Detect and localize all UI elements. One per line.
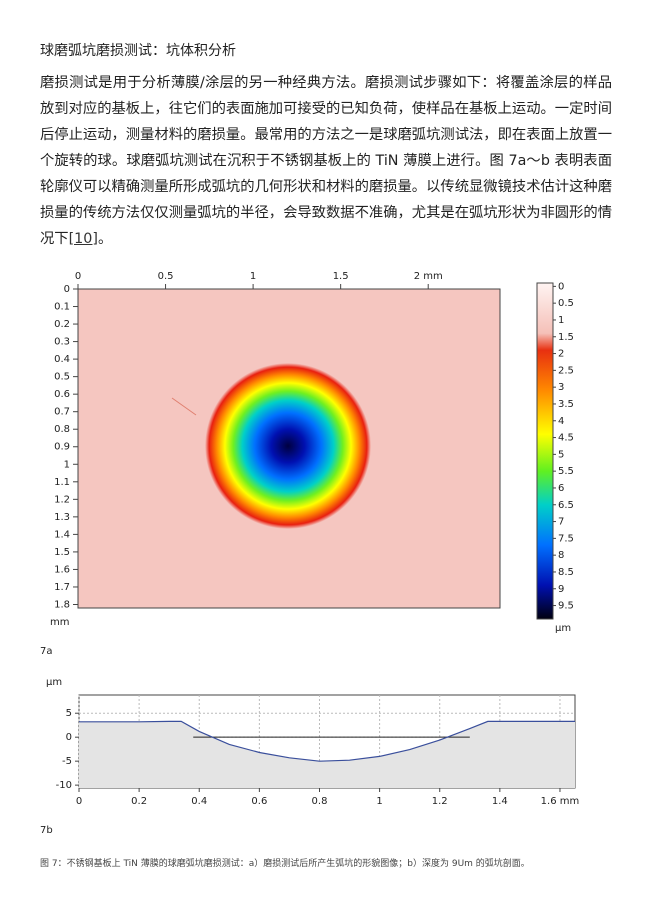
colorbar-tick-label: 7 bbox=[558, 517, 564, 528]
profile-area bbox=[79, 721, 575, 788]
x-tick-label: 1.6 mm bbox=[541, 796, 580, 807]
y-tick-label: -10 bbox=[56, 780, 72, 791]
x-tick-label: 0 bbox=[76, 796, 82, 807]
y-tick-label: 0.2 bbox=[54, 319, 70, 330]
colorbar-tick-label: 2 bbox=[558, 349, 564, 360]
colorbar-unit: µm bbox=[555, 623, 571, 634]
y-tick-label: 0.9 bbox=[54, 442, 70, 453]
x-tick-label: 1.2 bbox=[432, 796, 448, 807]
colorbar-tick-label: 7.5 bbox=[558, 533, 574, 544]
colorbar-tick-label: 9.5 bbox=[558, 601, 574, 612]
crater bbox=[205, 363, 371, 529]
x-tick-label: 0.2 bbox=[131, 796, 147, 807]
x-tick-label: 2 mm bbox=[414, 271, 443, 282]
y-tick-label: 0.1 bbox=[54, 302, 70, 313]
colorbar-tick-label: 4 bbox=[558, 416, 564, 427]
colorbar-tick-label: 5.5 bbox=[558, 466, 574, 477]
y-tick-label: 0 bbox=[64, 284, 70, 295]
y-tick-label: 1.6 bbox=[54, 564, 70, 575]
y-tick-label: 1.3 bbox=[54, 512, 70, 523]
colorbar-tick-label: 5 bbox=[558, 449, 564, 460]
x-tick-label: 0.4 bbox=[191, 796, 207, 807]
y-tick-label: -5 bbox=[62, 756, 72, 767]
y-tick-label: 1 bbox=[64, 459, 70, 470]
y-tick-label: 1.4 bbox=[54, 529, 70, 540]
colorbar-tick-label: 0.5 bbox=[558, 298, 574, 309]
colorbar-tick-label: 3.5 bbox=[558, 399, 574, 410]
x-tick-label: 0.5 bbox=[158, 271, 174, 282]
scratch bbox=[171, 397, 197, 416]
y-tick-label: 0.6 bbox=[54, 389, 70, 400]
colorbar-tick-label: 6.5 bbox=[558, 500, 574, 511]
x-tick-label: 1 bbox=[376, 796, 382, 807]
profile-line bbox=[79, 720, 575, 762]
colorbar bbox=[536, 282, 554, 620]
colorbar-tick-label: 1 bbox=[558, 315, 564, 326]
y-tick-label: 1.7 bbox=[54, 582, 70, 593]
colorbar-tick-label: 0 bbox=[558, 281, 564, 292]
colorbar-tick-label: 3 bbox=[558, 382, 564, 393]
figure-label: 7a bbox=[40, 646, 53, 657]
colorbar-tick-label: 9 bbox=[558, 584, 564, 595]
y-tick-label: 0.5 bbox=[54, 372, 70, 383]
y-tick-label: 0.3 bbox=[54, 337, 70, 348]
x-tick-label: 1.4 bbox=[492, 796, 508, 807]
x-tick-label: 1.5 bbox=[333, 271, 349, 282]
x-tick-label: 1 bbox=[250, 271, 256, 282]
y-unit: µm bbox=[46, 677, 62, 688]
y-tick-label: 1.2 bbox=[54, 494, 70, 505]
y-tick-label: 1.5 bbox=[54, 547, 70, 558]
colorbar-tick-label: 4.5 bbox=[558, 433, 574, 444]
reference-link[interactable]: [10] bbox=[68, 231, 98, 247]
title: 球磨弧坑磨损测试：坑体积分析 bbox=[40, 43, 236, 59]
y-tick-label: 0.8 bbox=[54, 424, 70, 435]
paragraph: 磨损测试是用于分析薄膜/涂层的另一种经典方法。磨损测试步骤如下：将覆盖涂层的样品… bbox=[40, 70, 612, 252]
x-tick-label: 0 bbox=[75, 271, 81, 282]
figure-label: 7b bbox=[40, 825, 53, 836]
colorbar-tick-label: 2.5 bbox=[558, 365, 574, 376]
y-tick-label: 1.8 bbox=[54, 599, 70, 610]
y-unit: mm bbox=[50, 617, 69, 628]
colorbar-tick-label: 8 bbox=[558, 550, 564, 561]
y-tick-label: 0.7 bbox=[54, 407, 70, 418]
y-tick-label: 5 bbox=[66, 708, 72, 719]
paragraph-text: 磨损测试是用于分析薄膜/涂层的另一种经典方法。磨损测试步骤如下：将覆盖涂层的样品… bbox=[40, 75, 612, 247]
caption: 图 7：不锈钢基板上 TiN 薄膜的球磨弧坑磨损测试：a）磨损测试后所产生弧坑的… bbox=[40, 859, 530, 869]
x-tick-label: 0.8 bbox=[312, 796, 328, 807]
colorbar-tick-label: 8.5 bbox=[558, 567, 574, 578]
x-tick-label: 0.6 bbox=[251, 796, 267, 807]
y-tick-label: 0 bbox=[66, 732, 72, 743]
colorbar-tick-label: 1.5 bbox=[558, 332, 574, 343]
colorbar-tick-label: 6 bbox=[558, 483, 564, 494]
paragraph-end: 。 bbox=[97, 231, 113, 247]
y-tick-label: 0.4 bbox=[54, 354, 70, 365]
y-tick-label: 1.1 bbox=[54, 477, 70, 488]
